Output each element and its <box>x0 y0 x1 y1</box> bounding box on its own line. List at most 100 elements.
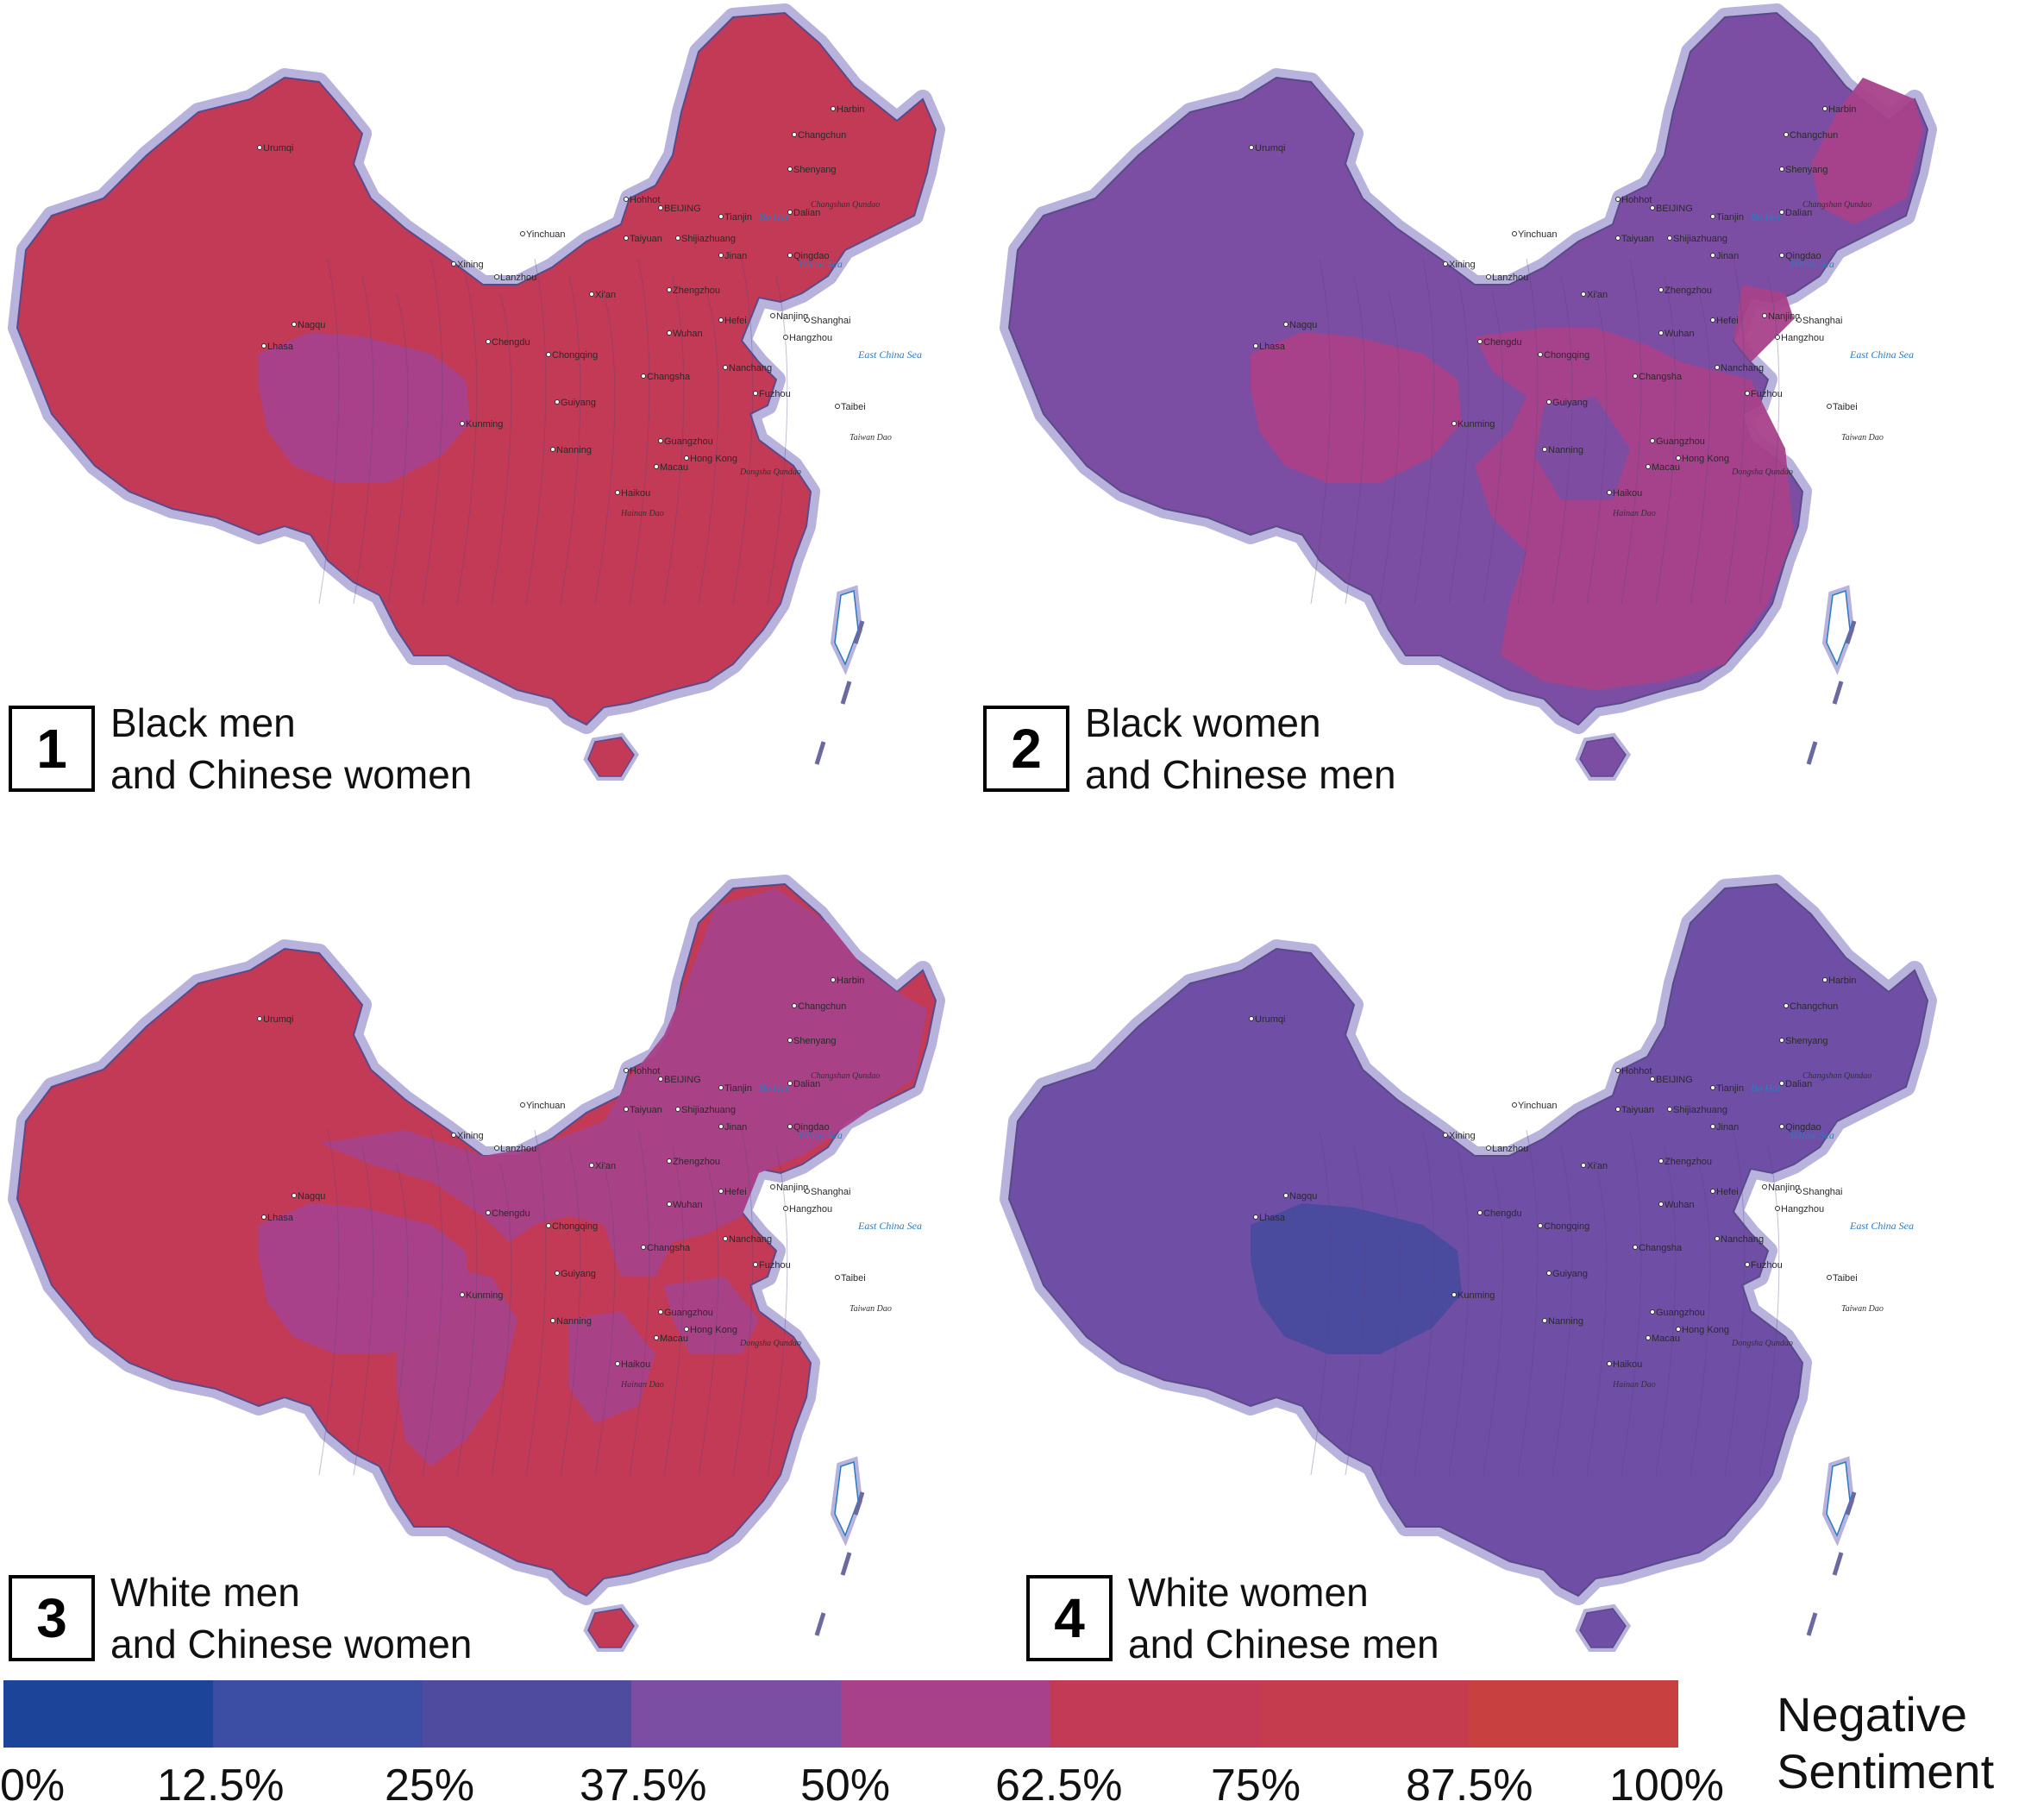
city-label: Changsha <box>647 372 691 382</box>
city-dot <box>1581 1163 1586 1168</box>
city-dot <box>486 339 491 344</box>
city-label: Dalian <box>1785 208 1812 218</box>
city-label: Urumqi <box>263 1014 293 1025</box>
province-boundary <box>1517 1129 1539 1476</box>
panel-caption-3: White men and Chinese women <box>110 1566 472 1670</box>
city-dot <box>1249 145 1254 150</box>
boundary-dash <box>814 1612 826 1636</box>
city-label: Jinan <box>1716 251 1739 261</box>
city-label: Hangzhou <box>789 1204 832 1214</box>
city-dot <box>1822 106 1828 111</box>
city-label: Nanjing <box>1768 311 1800 322</box>
city-label: Wuhan <box>1665 329 1695 339</box>
city-dot <box>684 1327 689 1332</box>
island-label: Hainan Dao <box>1612 1380 1656 1390</box>
city-label: Yinchuan <box>1518 1101 1557 1111</box>
city-label: Hefei <box>724 316 747 326</box>
island-label: Changshan Qundao <box>811 1071 880 1081</box>
city-dot <box>787 166 793 172</box>
city-dot <box>1762 1184 1767 1189</box>
province-boundary <box>560 275 581 605</box>
legend-tick-label: 50% <box>800 1760 891 1811</box>
legend-title-line2: Sentiment <box>1777 1744 1995 1798</box>
city-label: Hangzhou <box>789 333 832 343</box>
city-dot <box>1710 317 1715 323</box>
city-dot <box>494 274 499 279</box>
city-dot <box>292 1193 297 1198</box>
panel-number-3: 3 <box>9 1575 95 1661</box>
panel-label-2: 2 Black women and Chinese men <box>983 697 1396 800</box>
city-dot <box>1581 292 1586 297</box>
city-label: Nanchang <box>729 363 772 373</box>
city-label: Taiyuan <box>630 234 662 244</box>
city-dot <box>555 1271 560 1276</box>
city-label: Lhasa <box>267 1213 294 1223</box>
city-dot <box>1477 1210 1483 1215</box>
city-dot <box>494 1145 499 1151</box>
city-label: Lanzhou <box>1492 273 1528 283</box>
city-label: Kunming <box>466 419 503 430</box>
province-boundary <box>1759 1146 1780 1476</box>
city-dot <box>787 210 793 215</box>
city-label: Urumqi <box>1255 1014 1285 1025</box>
province-boundary <box>353 275 374 605</box>
city-dot <box>546 1223 551 1228</box>
city-dot <box>723 1236 728 1241</box>
city-dot <box>1779 166 1784 172</box>
country-fill <box>16 11 937 726</box>
city-dot <box>1710 214 1715 219</box>
city-dot <box>792 1003 797 1008</box>
province-boundary <box>1724 258 1746 605</box>
province-boundary <box>422 1129 443 1476</box>
province-boundary <box>663 1146 685 1476</box>
city-label: Taibei <box>1833 402 1858 412</box>
city-dot <box>792 132 797 137</box>
boundary-dash <box>1832 681 1844 705</box>
city-dot <box>1762 313 1767 318</box>
city-dot <box>1512 1102 1517 1108</box>
province-region <box>319 888 927 1277</box>
boundary-dash <box>853 1491 865 1516</box>
city-dot <box>451 261 456 267</box>
city-label: Hong Kong <box>690 1325 737 1335</box>
city-dot <box>1512 231 1517 236</box>
city-label: Guangzhou <box>664 436 713 447</box>
province-boundary <box>1310 258 1332 605</box>
taiwan-island <box>1826 589 1851 666</box>
legend-tick-label: 0% <box>0 1760 66 1811</box>
city-label: Shanghai <box>1802 316 1843 326</box>
boundary-dash <box>840 1552 852 1576</box>
boundary-dash <box>853 620 865 644</box>
province-boundary <box>1414 1129 1435 1476</box>
city-dot <box>1249 1016 1254 1021</box>
province-boundary <box>629 258 650 605</box>
city-dot <box>1646 1335 1651 1340</box>
island-label: Hainan Dao <box>1612 509 1656 518</box>
legend-tick-label: 12.5% <box>157 1760 285 1811</box>
city-dot <box>1796 317 1802 323</box>
city-dot <box>718 214 724 219</box>
province-boundary <box>1586 292 1608 605</box>
city-label: Macau <box>1652 1334 1680 1344</box>
legend-swatch <box>1050 1680 1260 1748</box>
city-label: Lhasa <box>1259 1213 1286 1223</box>
city-label: Nanjing <box>776 1183 808 1193</box>
city-dot <box>1667 1107 1672 1112</box>
taiwan-island <box>1826 1460 1851 1537</box>
city-dot <box>1715 365 1720 370</box>
city-dot <box>1283 1193 1288 1198</box>
province-boundary <box>1379 292 1401 605</box>
city-dot <box>624 1107 629 1112</box>
city-dot <box>1658 1158 1664 1164</box>
legend-swatch <box>1469 1680 1678 1748</box>
province-boundary <box>456 1146 478 1476</box>
city-dot <box>1542 447 1547 452</box>
city-dot <box>1615 1107 1621 1112</box>
city-label: Harbin <box>837 104 864 115</box>
city-dot <box>1607 490 1612 495</box>
sea-label: Yellow Sea <box>798 258 843 270</box>
province-boundary <box>1621 1129 1642 1476</box>
city-dot <box>831 977 836 982</box>
panel-number-1: 1 <box>9 706 95 792</box>
city-label: Tianjin <box>724 1083 752 1094</box>
